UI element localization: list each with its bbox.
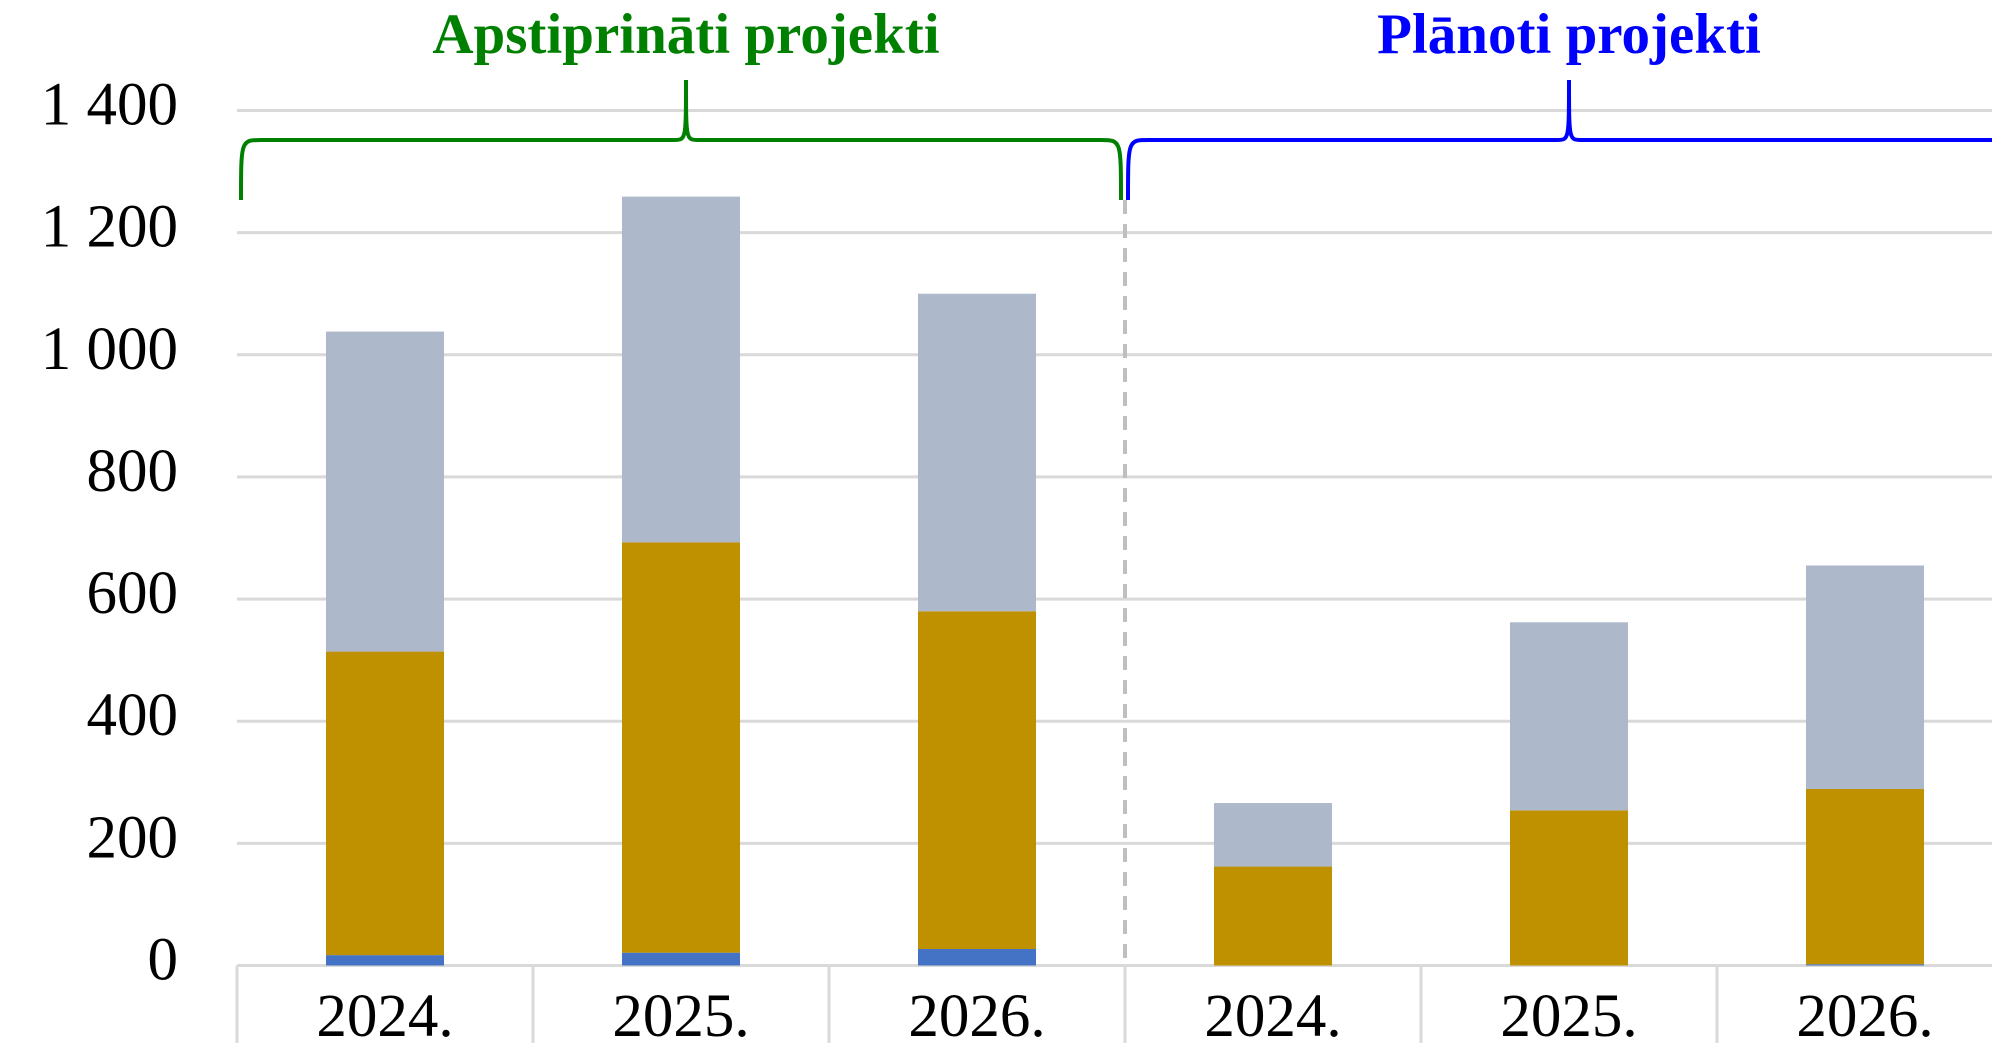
y-tick-label: 1 000 (41, 316, 178, 383)
y-tick-label: 200 (87, 804, 179, 871)
group-label: Plānoti projekti (1377, 3, 1761, 66)
bar-segment (622, 196, 740, 543)
x-tick-label: 2026. (1796, 983, 1933, 1043)
bar-segment (326, 651, 444, 956)
group-label: Apstiprināti projekti (432, 3, 939, 66)
bar-segment (1806, 964, 1924, 966)
bar-segment (1214, 866, 1332, 966)
x-tick-label: 2026. (908, 983, 1045, 1043)
bar-segment (918, 611, 1036, 950)
bar-segment (918, 949, 1036, 966)
y-tick-label: 800 (87, 438, 179, 505)
bar-segment (326, 331, 444, 652)
bar-segment (1806, 565, 1924, 790)
bar-segment (622, 952, 740, 966)
bar-segment (1510, 622, 1628, 811)
bar-segment (622, 542, 740, 953)
y-tick-label: 1 400 (41, 72, 178, 139)
bar-segment (1806, 789, 1924, 965)
x-tick-label: 2024. (1204, 983, 1341, 1043)
bar-segment (326, 955, 444, 966)
y-tick-label: 0 (148, 927, 179, 994)
bar-segment (1510, 810, 1628, 966)
x-tick-label: 2025. (612, 983, 749, 1043)
bar-segment (918, 293, 1036, 612)
group-brace (239, 79, 1123, 201)
y-tick-label: 1 200 (41, 194, 178, 261)
y-tick-label: 600 (87, 560, 179, 627)
bar-segment (1214, 803, 1332, 867)
x-tick-label: 2024. (316, 983, 453, 1043)
group-brace (1126, 79, 1992, 201)
x-tick-label: 2025. (1500, 983, 1637, 1043)
y-tick-label: 400 (87, 682, 179, 749)
